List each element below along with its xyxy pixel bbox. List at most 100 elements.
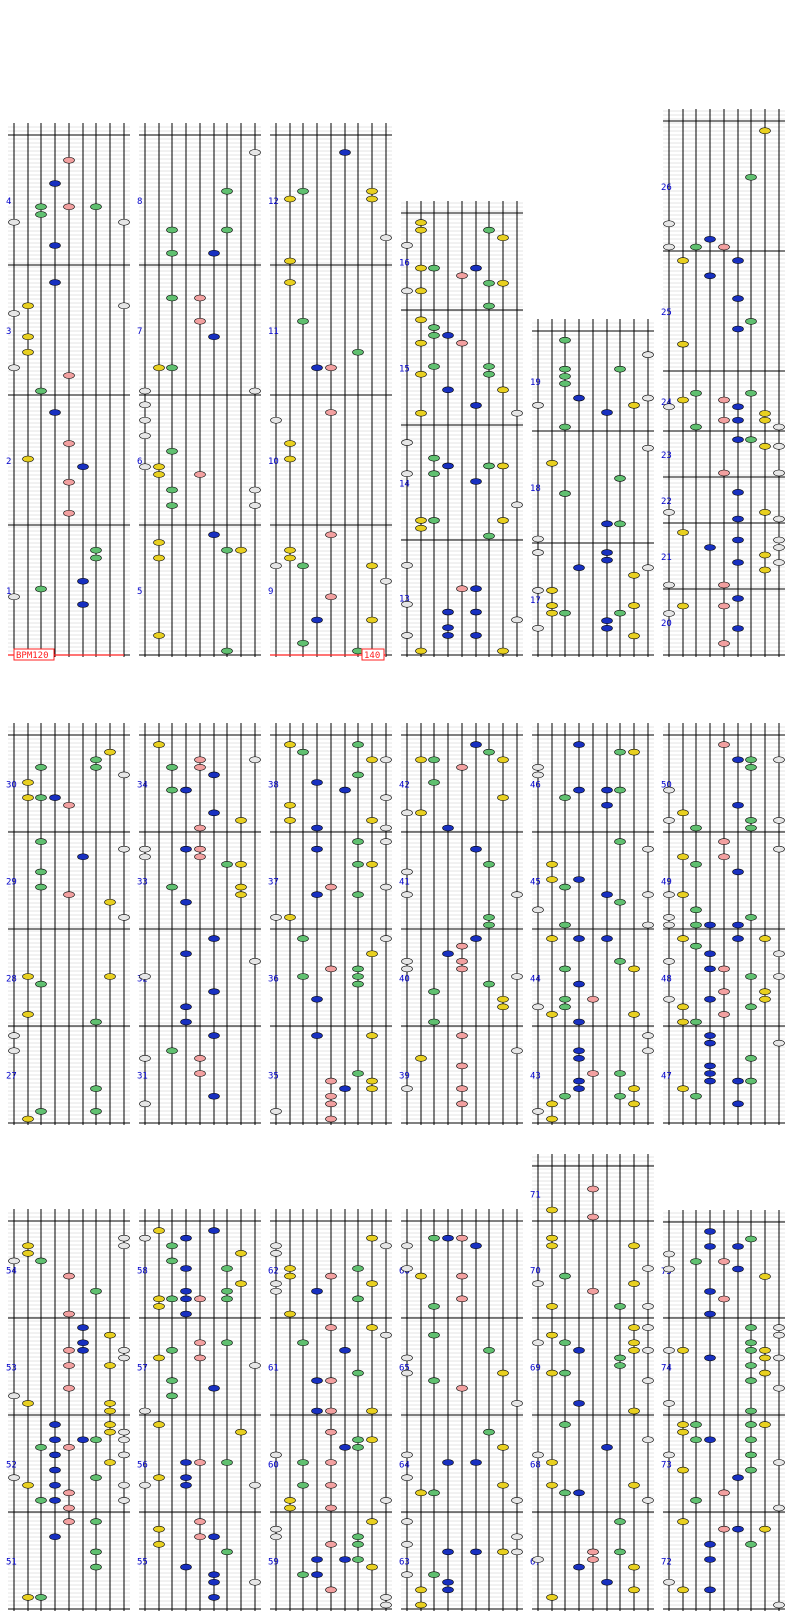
note	[428, 1303, 440, 1310]
note	[352, 861, 364, 868]
note	[532, 1003, 544, 1011]
note	[559, 490, 571, 497]
note	[759, 551, 771, 559]
note	[77, 1347, 89, 1354]
measure-number: 25	[661, 308, 672, 318]
note	[415, 1601, 427, 1609]
note	[166, 447, 178, 455]
note	[628, 1085, 640, 1092]
note	[732, 403, 744, 411]
note	[759, 1369, 771, 1377]
note	[428, 1489, 440, 1497]
note	[49, 1436, 61, 1444]
note	[311, 1377, 323, 1384]
note	[546, 1594, 558, 1601]
note	[573, 741, 585, 748]
note	[511, 1400, 523, 1407]
note	[180, 1563, 192, 1571]
measure-number: 54	[6, 1267, 17, 1277]
note	[235, 1280, 247, 1287]
measure-number: 35	[268, 1072, 279, 1082]
note	[63, 1310, 75, 1318]
note	[352, 1369, 364, 1377]
measure-number: 59	[268, 1558, 279, 1568]
measure-number: 68	[530, 1461, 541, 1471]
note	[532, 1280, 544, 1287]
note	[77, 577, 89, 585]
note	[759, 1421, 771, 1428]
measure-number: 53	[6, 1364, 17, 1374]
measure-number: 16	[399, 259, 410, 269]
note	[497, 1369, 509, 1377]
note	[22, 1011, 34, 1018]
note	[614, 475, 626, 482]
note	[704, 1070, 716, 1077]
note	[35, 1594, 47, 1601]
note	[90, 1436, 102, 1444]
note	[63, 801, 75, 809]
note	[77, 601, 89, 608]
note	[401, 1571, 413, 1578]
note	[546, 1331, 558, 1339]
note	[690, 1497, 702, 1504]
note	[380, 1242, 392, 1250]
note	[49, 409, 61, 416]
note	[194, 756, 206, 764]
note	[759, 935, 771, 942]
measure-number: 62	[268, 1267, 279, 1277]
note	[401, 470, 413, 478]
note	[166, 226, 178, 234]
note	[221, 1459, 233, 1466]
note	[325, 1115, 337, 1123]
note	[339, 1556, 351, 1563]
note	[628, 602, 640, 609]
measure-number: 15	[399, 365, 410, 375]
note	[745, 1339, 757, 1347]
note	[732, 935, 744, 942]
note	[153, 364, 165, 372]
note	[483, 921, 495, 929]
note	[63, 1518, 75, 1525]
note	[642, 1047, 654, 1055]
note	[745, 1436, 757, 1444]
note	[704, 272, 716, 280]
note	[166, 364, 178, 372]
note	[456, 1272, 468, 1280]
note	[77, 463, 89, 471]
note	[352, 891, 364, 898]
note	[614, 786, 626, 794]
note	[194, 1459, 206, 1466]
note	[546, 602, 558, 609]
note	[690, 861, 702, 868]
note	[221, 1265, 233, 1272]
note	[311, 616, 323, 624]
note	[428, 988, 440, 995]
note	[546, 876, 558, 883]
note	[587, 1548, 599, 1556]
note	[415, 517, 427, 524]
note	[221, 187, 233, 195]
note	[456, 1032, 468, 1039]
note	[745, 817, 757, 824]
note	[166, 786, 178, 794]
note	[546, 609, 558, 617]
note	[325, 965, 337, 973]
note	[401, 1451, 413, 1459]
note	[690, 1018, 702, 1026]
note	[366, 616, 378, 624]
note	[235, 1250, 247, 1257]
note	[732, 1265, 744, 1273]
note	[690, 1092, 702, 1100]
note	[249, 958, 261, 965]
note	[49, 279, 61, 286]
note	[759, 995, 771, 1003]
note	[208, 1594, 220, 1601]
note	[483, 914, 495, 921]
note	[532, 1108, 544, 1115]
note	[153, 1354, 165, 1362]
note	[139, 973, 151, 980]
note	[773, 950, 785, 958]
note	[401, 1518, 413, 1525]
note	[642, 1497, 654, 1504]
